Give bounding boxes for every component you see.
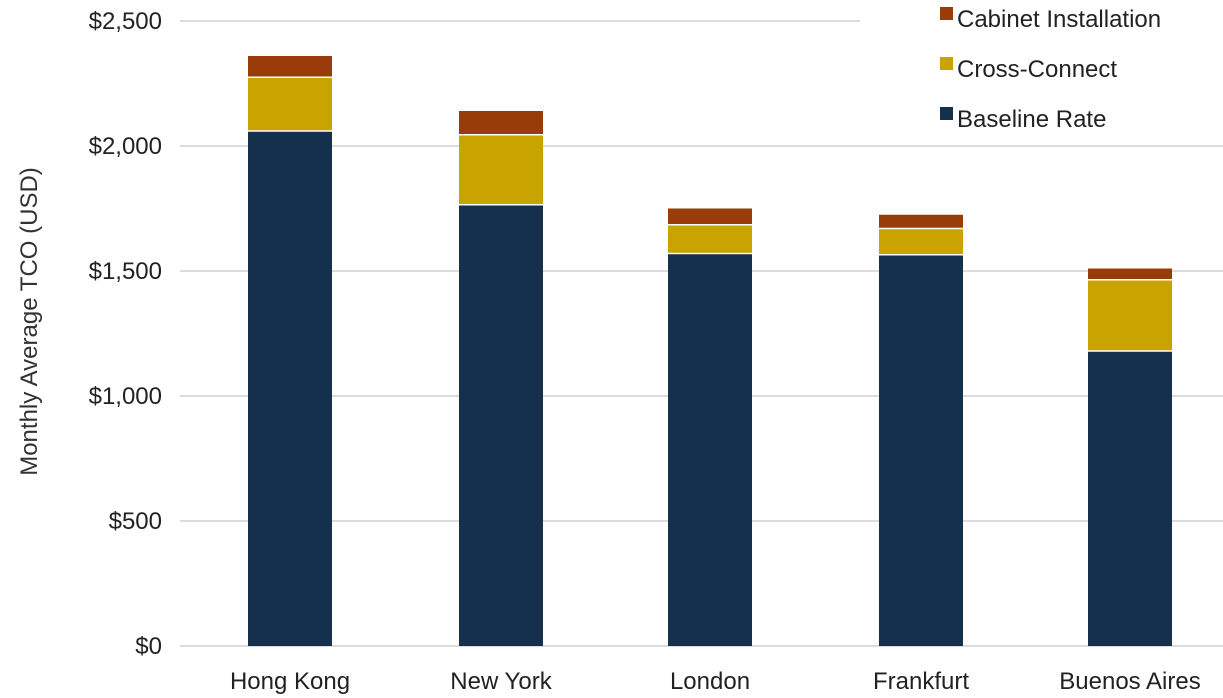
bar-segment-baseline-rate-hong-kong: [248, 131, 332, 646]
bar-segment-baseline-rate-new-york: [459, 204, 543, 646]
legend: Cabinet Installation Cross-Connect Baselin…: [940, 6, 1161, 133]
bar-segment-cabinet-installation-hong-kong: [248, 56, 332, 78]
y-tick-label: $2,500: [89, 8, 162, 35]
x-category-label: London: [670, 668, 750, 695]
x-category-label: Buenos Aires: [1059, 668, 1200, 695]
legend-swatch: [940, 7, 953, 20]
bar-segment-cross-connect-buenos-aires: [1088, 279, 1172, 351]
x-category-label: New York: [450, 668, 552, 695]
bar-segment-cross-connect-new-york: [459, 134, 543, 205]
bar-segment-cross-connect-london: [668, 224, 752, 254]
y-tick-label: $500: [109, 508, 162, 535]
x-category-label: Frankfurt: [873, 668, 969, 695]
x-category-label: Hong Kong: [230, 668, 350, 695]
y-tick-label: $1,500: [89, 258, 162, 285]
bar-segment-baseline-rate-london: [668, 253, 752, 646]
y-axis-label: Monthly Average TCO (USD): [16, 167, 43, 476]
legend-label: Cabinet Installation: [957, 6, 1161, 33]
y-axis-ticks: $0 $500 $1,000 $1,500 $2,000 $2,500: [89, 8, 162, 660]
bar-segment-cabinet-installation-frankfurt: [879, 214, 963, 229]
y-tick-label: $0: [135, 633, 162, 660]
y-tick-label: $1,000: [89, 383, 162, 410]
x-axis-categories: Hong Kong New York London Frankfurt Buenos A…: [230, 668, 1201, 695]
bars: [248, 56, 1172, 646]
bar-segment-baseline-rate-frankfurt: [879, 254, 963, 646]
bar-segment-cross-connect-hong-kong: [248, 77, 332, 131]
legend-label: Baseline Rate: [957, 106, 1106, 133]
legend-swatch: [940, 107, 953, 120]
bar-segment-baseline-rate-buenos-aires: [1088, 351, 1172, 646]
bar-segment-cabinet-installation-london: [668, 208, 752, 225]
legend-label: Cross-Connect: [957, 56, 1117, 83]
bar-segment-cabinet-installation-buenos-aires: [1088, 268, 1172, 280]
legend-swatch: [940, 57, 953, 70]
bar-segment-cabinet-installation-new-york: [459, 111, 543, 135]
y-tick-label: $2,000: [89, 133, 162, 160]
bar-segment-cross-connect-frankfurt: [879, 228, 963, 255]
